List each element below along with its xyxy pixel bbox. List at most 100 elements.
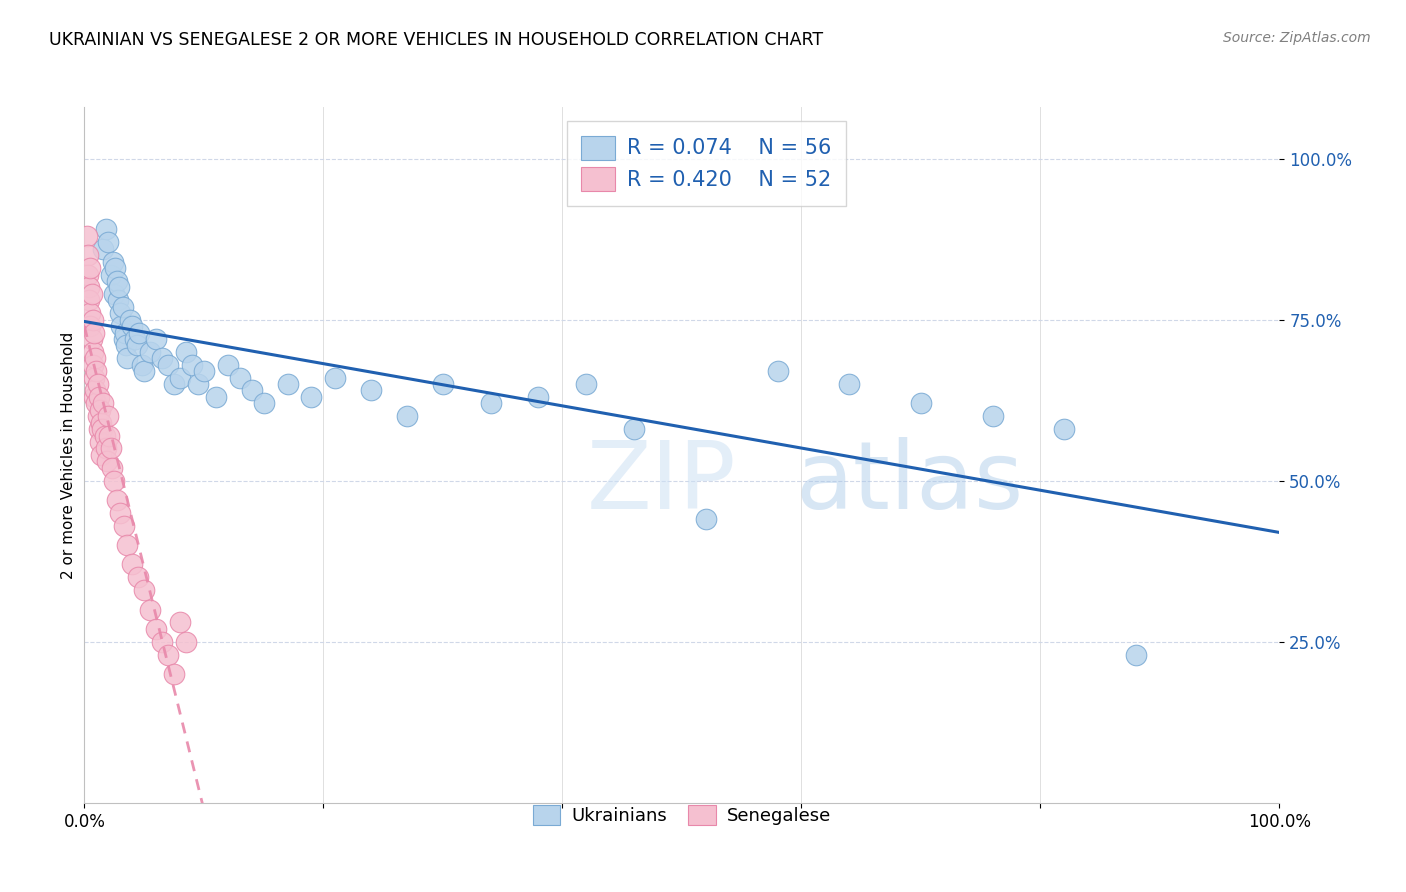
Point: [83, 390, 105, 404]
Y-axis label: 2 or more Vehicles in Household: 2 or more Vehicles in Household: [60, 331, 76, 579]
Point: [360, 384, 382, 398]
Point: [107, 293, 129, 308]
Point: [80, 332, 103, 346]
Point: [115, 338, 138, 352]
Point: [77, 268, 100, 282]
Point: [110, 319, 132, 334]
Point: [205, 390, 228, 404]
Point: [124, 332, 146, 346]
Point: [86, 364, 108, 378]
Point: [132, 583, 156, 598]
Point: [125, 338, 148, 352]
Text: Source: ZipAtlas.com: Source: ZipAtlas.com: [1223, 31, 1371, 45]
Point: [623, 422, 645, 436]
Point: [94, 222, 117, 236]
Point: [103, 286, 125, 301]
Point: [84, 351, 107, 366]
Point: [100, 442, 122, 456]
Point: [108, 280, 131, 294]
Point: [103, 474, 125, 488]
Point: [277, 377, 299, 392]
Point: [432, 377, 454, 392]
Point: [240, 384, 263, 398]
Point: [150, 351, 173, 366]
Point: [76, 228, 98, 243]
Point: [131, 358, 153, 372]
Point: [112, 518, 135, 533]
Point: [217, 358, 239, 372]
Point: [112, 332, 135, 346]
Point: [163, 667, 186, 681]
Point: [127, 570, 149, 584]
Point: [98, 428, 121, 442]
Point: [93, 242, 115, 256]
Point: [77, 280, 100, 294]
Point: [527, 390, 550, 404]
Point: [101, 460, 124, 475]
Point: [766, 364, 789, 378]
Point: [93, 428, 115, 442]
Point: [91, 422, 114, 436]
Point: [111, 300, 134, 314]
Point: [89, 402, 111, 417]
Point: [110, 306, 132, 320]
Point: [114, 326, 136, 340]
Point: [325, 370, 347, 384]
Point: [86, 409, 108, 424]
Point: [83, 370, 105, 384]
Point: [838, 377, 860, 392]
Legend: Ukrainians, Senegalese: Ukrainians, Senegalese: [526, 797, 838, 832]
Point: [77, 293, 100, 308]
Point: [100, 268, 122, 282]
Point: [181, 358, 204, 372]
Point: [1125, 648, 1147, 662]
Point: [105, 493, 128, 508]
Point: [1053, 422, 1076, 436]
Point: [96, 454, 118, 468]
Point: [117, 538, 139, 552]
Point: [79, 261, 101, 276]
Point: [77, 248, 100, 262]
Point: [79, 306, 101, 320]
Point: [84, 384, 107, 398]
Point: [132, 364, 156, 378]
Point: [169, 615, 191, 630]
Point: [87, 390, 110, 404]
Point: [93, 396, 115, 410]
Point: [86, 396, 108, 410]
Point: [79, 319, 101, 334]
Point: [101, 254, 124, 268]
Point: [121, 319, 143, 334]
Point: [87, 422, 110, 436]
Point: [301, 390, 323, 404]
Point: [90, 448, 112, 462]
Point: [695, 512, 717, 526]
Point: [479, 396, 502, 410]
Point: [97, 235, 120, 250]
Point: [193, 364, 215, 378]
Point: [229, 370, 252, 384]
Point: [145, 622, 167, 636]
Point: [157, 648, 180, 662]
Point: [118, 312, 141, 326]
Point: [80, 286, 103, 301]
Point: [82, 344, 104, 359]
Point: [981, 409, 1004, 424]
Point: [174, 344, 197, 359]
Point: [89, 435, 111, 450]
Point: [139, 602, 162, 616]
Point: [82, 312, 104, 326]
Point: [187, 377, 209, 392]
Text: UKRAINIAN VS SENEGALESE 2 OR MORE VEHICLES IN HOUSEHOLD CORRELATION CHART: UKRAINIAN VS SENEGALESE 2 OR MORE VEHICL…: [49, 31, 824, 49]
Point: [150, 634, 173, 648]
Point: [90, 416, 112, 430]
Point: [83, 326, 105, 340]
Point: [139, 344, 162, 359]
Text: atlas: atlas: [796, 437, 1024, 529]
Point: [97, 409, 120, 424]
Point: [110, 506, 132, 520]
Point: [121, 558, 143, 572]
Point: [910, 396, 932, 410]
Point: [163, 377, 186, 392]
Point: [105, 274, 128, 288]
